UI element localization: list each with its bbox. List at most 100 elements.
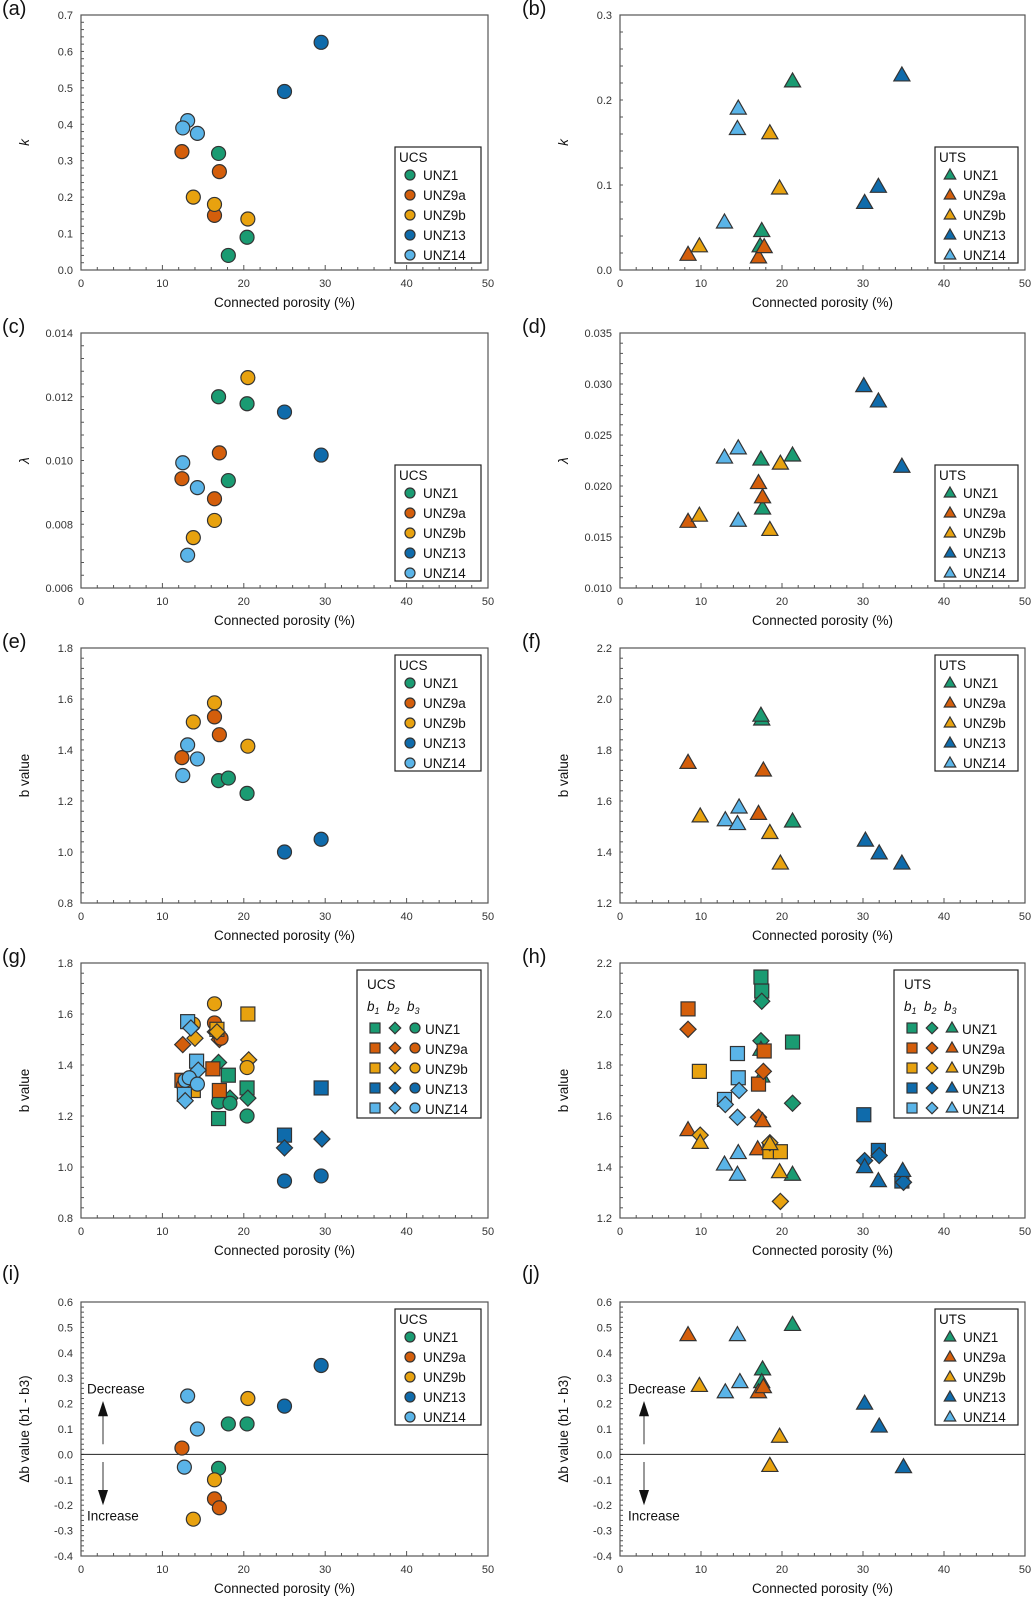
data-point-unz14 bbox=[176, 1459, 192, 1475]
data-point-unz14 bbox=[189, 125, 206, 141]
y-tick-label: 0.2 bbox=[597, 1399, 612, 1411]
x-tick-label: 20 bbox=[776, 1226, 788, 1238]
legend-marker-unz13 bbox=[404, 737, 416, 749]
panel-label: (e) bbox=[2, 631, 27, 653]
x-axis-label: Connected porosity (%) bbox=[214, 295, 355, 310]
legend-item-unz1: UNZ1 bbox=[423, 486, 458, 501]
data-point-unz13 bbox=[276, 83, 293, 100]
data-point-unz14 bbox=[180, 737, 196, 753]
x-tick-label: 50 bbox=[1019, 911, 1031, 923]
x-tick-label: 0 bbox=[617, 911, 623, 923]
scatter-plot: 0 10 20 30 40 50 0.0 0.1 0.2 0.3 Connected porosit… bbox=[556, 10, 1031, 310]
data-point-unz13-b2 bbox=[275, 1138, 294, 1157]
data-point-unz1 bbox=[239, 1416, 255, 1432]
data-point-unz9b bbox=[771, 853, 790, 870]
scatter-plot: 0 10 20 30 40 50 1.2 1.4 1.6 1.8 2.0 2.2 Connected p… bbox=[556, 643, 1031, 943]
x-tick-label: 40 bbox=[938, 1226, 950, 1238]
legend-marker-unz14 bbox=[943, 755, 957, 768]
legend-title: UTS bbox=[939, 150, 966, 165]
legend-title: UTS bbox=[939, 658, 966, 673]
data-point-unz1 bbox=[210, 389, 227, 405]
x-tick-label: 0 bbox=[78, 596, 84, 608]
data-point-unz13-b3 bbox=[313, 1168, 329, 1184]
data-point-unz14 bbox=[175, 120, 191, 136]
x-axis-label: Connected porosity (%) bbox=[214, 1581, 355, 1596]
chart-panel-h: (h) 0 10 20 30 40 50 1.2 1.4 1.6 1.8 2.0 2.2 Connecte… bbox=[520, 946, 1035, 1268]
data-point-unz9b bbox=[185, 189, 201, 205]
y-tick-label: 0.4 bbox=[58, 119, 73, 131]
x-tick-label: 0 bbox=[78, 1564, 84, 1576]
legend-item-unz9a: UNZ9a bbox=[423, 1350, 466, 1365]
panel-label: (c) bbox=[2, 316, 26, 338]
data-point-unz14 bbox=[715, 447, 734, 464]
data-point-unz9a bbox=[211, 164, 227, 180]
data-point-unz1-b3 bbox=[222, 1095, 238, 1111]
x-tick-label: 10 bbox=[695, 911, 707, 923]
data-point-unz9b-b3 bbox=[206, 996, 223, 1012]
data-point-unz9b bbox=[760, 823, 779, 840]
chart-panel-e: (e) 0 10 20 30 40 50 0.8 1.0 1.2 1.4 1.6 1.8 Connecte… bbox=[0, 631, 517, 953]
plot-frame bbox=[619, 332, 1026, 589]
data-point-unz9b-b3 bbox=[770, 1162, 789, 1179]
y-tick-label: 1.6 bbox=[597, 796, 612, 808]
data-point-unz14 bbox=[189, 751, 206, 767]
legend-item-unz13: UNZ13 bbox=[423, 546, 466, 561]
y-tick-label: -0.4 bbox=[593, 1551, 612, 1563]
y-tick-label: 0.4 bbox=[597, 1348, 612, 1360]
data-point-unz9b bbox=[240, 738, 256, 754]
data-point-unz13 bbox=[313, 34, 329, 50]
legend-marker-unz9b bbox=[945, 1060, 959, 1073]
annotation-increase: Increase bbox=[87, 1508, 139, 1523]
y-tick-label: 1.2 bbox=[597, 1213, 612, 1225]
data-point-unz9a bbox=[749, 473, 768, 490]
data-point-unz13-b1 bbox=[856, 1107, 872, 1123]
plot-frame bbox=[80, 14, 489, 271]
data-point-unz14 bbox=[716, 1382, 735, 1399]
legend-marker-unz13 bbox=[369, 1082, 381, 1094]
y-tick-label: 0.006 bbox=[45, 583, 73, 595]
legend-marker-unz13 bbox=[404, 1391, 416, 1403]
data-point-unz9b-b2 bbox=[771, 1192, 790, 1211]
legend-marker-unz1 bbox=[943, 1329, 957, 1342]
y-tick-label: 0.008 bbox=[45, 519, 73, 531]
x-tick-label: 20 bbox=[238, 1564, 250, 1576]
x-axis-label: Connected porosity (%) bbox=[752, 613, 893, 628]
legend-marker-unz14 bbox=[943, 247, 957, 260]
data-point-unz9a bbox=[678, 245, 698, 261]
legend-marker-unz9a bbox=[404, 697, 416, 709]
data-point-unz13 bbox=[869, 391, 888, 408]
data-point-unz14-b2 bbox=[716, 1095, 735, 1114]
legend-item-unz9a: UNZ9a bbox=[963, 188, 1006, 203]
chart-panel-i: (i) 0 10 20 30 40 50 -0.4 -0.3 -0.2 -0.1 0.0 0.1 0.2 0… bbox=[0, 1263, 517, 1596]
legend-marker-unz14 bbox=[945, 1100, 959, 1113]
panel-label: (j) bbox=[522, 1263, 540, 1285]
legend-item-unz13: UNZ13 bbox=[423, 736, 466, 751]
y-tick-label: -0.3 bbox=[54, 1526, 73, 1538]
legend-title: UCS bbox=[399, 1312, 428, 1327]
legend-item-unz9a: UNZ9a bbox=[963, 506, 1006, 521]
legend-marker-unz14 bbox=[943, 1409, 957, 1422]
x-tick-label: 40 bbox=[938, 1564, 950, 1576]
data-point-unz13 bbox=[870, 1416, 889, 1433]
y-tick-label: -0.2 bbox=[54, 1500, 73, 1512]
y-tick-label: 0.1 bbox=[58, 1424, 73, 1436]
legend-marker-unz9a bbox=[369, 1042, 381, 1054]
data-point-unz9a-b2 bbox=[679, 1020, 697, 1039]
data-point-unz14 bbox=[728, 1325, 747, 1342]
x-tick-label: 20 bbox=[238, 1226, 250, 1238]
legend-item-unz13: UNZ13 bbox=[423, 228, 466, 243]
data-point-unz9a-b1 bbox=[756, 1043, 772, 1059]
legend-item-unz9b: UNZ9b bbox=[963, 1370, 1006, 1385]
annotation-decrease: Decrease bbox=[87, 1381, 145, 1396]
legend-title: UCS bbox=[367, 977, 396, 992]
data-point-unz1 bbox=[220, 247, 236, 264]
legend-item-unz9b: UNZ9b bbox=[423, 208, 466, 223]
y-tick-label: 2.0 bbox=[597, 694, 612, 706]
y-tick-label: 0.2 bbox=[58, 1399, 73, 1411]
legend-marker-unz1 bbox=[906, 1022, 918, 1034]
legend-box bbox=[394, 146, 482, 264]
data-point-unz1 bbox=[220, 472, 236, 489]
legend-marker-unz9a bbox=[943, 505, 957, 518]
data-point-unz9b-b2 bbox=[208, 1022, 226, 1041]
